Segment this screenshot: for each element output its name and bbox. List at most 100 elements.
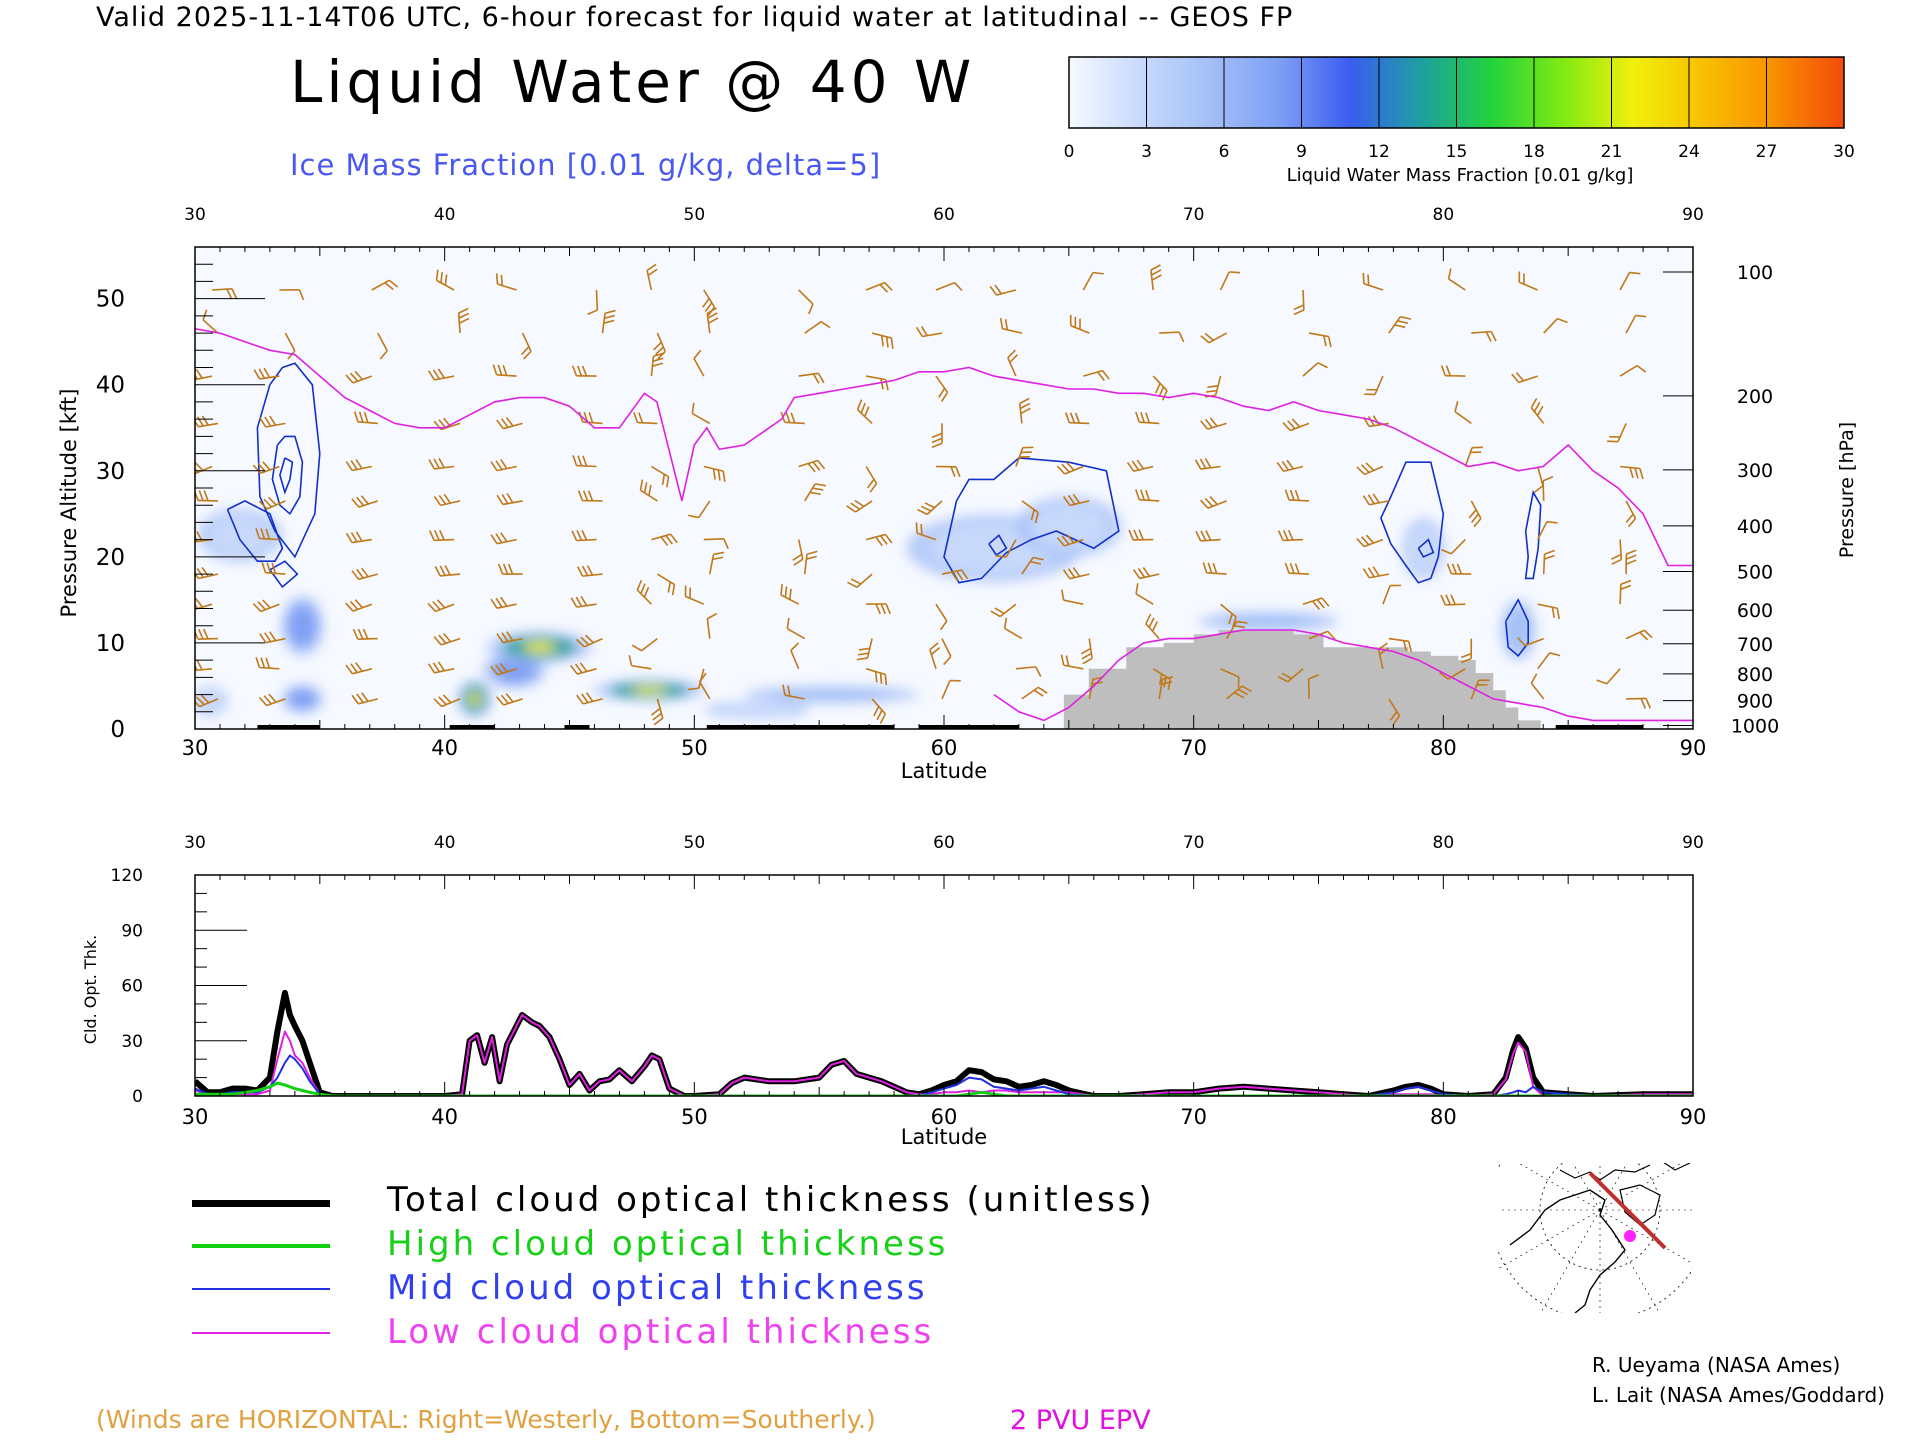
wind-barb [1537,603,1560,619]
terrain-mask [1063,630,1541,729]
colorbar-tick-label: 21 [1601,142,1623,162]
pressure-tick-label: 800 [1737,664,1773,686]
wind-barb [1219,271,1241,291]
wind-barb [1464,446,1483,467]
wind-barb [865,466,878,493]
wind-barb [497,563,523,575]
wind-barb [1362,566,1390,579]
colorbar-tick-label: 27 [1756,142,1778,162]
wind-barb [1542,475,1554,501]
wind-barb [435,269,455,291]
wind-barb [1610,539,1623,565]
map-meridian [1599,1163,1628,1211]
page-title: Liquid Water @ 40 W [290,48,976,116]
wind-barb [433,632,461,646]
y-tick-label: 120 [111,866,143,886]
wind-barb [1021,500,1039,524]
wind-barb [650,352,665,377]
wind-barb [989,284,1017,296]
plot-content [195,263,1693,729]
wind-barb [1132,566,1160,580]
ice-contour [1417,538,1435,558]
wind-barb [496,493,523,506]
x-tick-label: 80 [1430,736,1457,760]
wind-barb [1202,562,1227,575]
wind-barb [1195,530,1221,542]
colorbar-tick-label: 9 [1296,142,1307,162]
wind-barb [646,263,658,291]
map-coastline [1509,1189,1626,1313]
wind-barb [571,529,597,542]
ice-contour [1524,490,1542,580]
wind-barb [702,289,716,317]
wind-barb [1007,349,1018,377]
x-top-tick-label: 70 [1183,833,1205,853]
wind-barb [633,412,658,425]
wind-barb [1128,529,1154,541]
y-tick-label: 0 [132,1087,143,1107]
liquid-water-peak [522,642,557,653]
x-tick-label: 50 [681,1105,708,1129]
pvu-label: 2 PVU EPV [1010,1405,1151,1436]
map-meridian [1517,1163,1601,1211]
wind-barb [252,599,280,613]
map-coastline [1619,1184,1661,1226]
x-tick-label: 90 [1680,736,1707,760]
series-group [195,989,1693,1096]
wind-barb [1440,539,1466,555]
x-top-tick-label: 60 [933,205,955,225]
wind-barb [684,585,705,605]
wind-barb [1021,556,1044,575]
colorbar-tick-label: 15 [1446,142,1468,162]
pv-2pvu-line [195,328,1693,567]
map-meridian [1599,1163,1683,1211]
liquid-water-core [209,516,270,555]
x-tick-label: 60 [931,736,958,760]
wind-barb [1302,597,1330,610]
map-track [1588,1171,1667,1250]
legend-label-total: Total cloud optical thickness (unitless) [387,1180,1155,1220]
wind-barb [1468,500,1482,528]
pressure-tick-label: 500 [1737,561,1773,583]
wind-barb [995,539,1017,558]
wind-barb [656,573,676,596]
liquid-water-core [287,604,318,648]
wind-barb [651,533,678,546]
legend-swatch-high [192,1244,330,1248]
wind-barb [258,693,286,707]
wind-barb [1225,620,1248,640]
wind-barb [195,628,219,640]
wind-barbs [195,263,1653,726]
wind-barb [639,479,658,502]
wind-barb [1015,446,1034,467]
colorbar-title: Liquid Water Mass Fraction [0.01 g/kg] [1286,165,1634,186]
wind-barb [847,573,873,588]
series-line-mid [195,1054,1693,1096]
wind-barb [1277,668,1304,683]
liquid-water-cross-section: 30 30 40 40 50 50 60 60 70 70 80 80 90 90 Latitude 0 10 2… [57,205,1858,783]
x-top-tick-label: 80 [1433,833,1455,853]
wind-barb [571,365,597,377]
y-tick-label: 90 [121,921,143,941]
x-tick-label: 40 [431,1105,458,1129]
liquid-water-core [1408,526,1439,570]
y-axis-label: Cld. Opt. Thk. [81,935,100,1044]
x-top-tick-label: 30 [184,833,206,853]
x-tick-label: 60 [931,1105,958,1129]
wind-barb [782,684,805,700]
colorbar-tick-label: 30 [1833,142,1855,162]
wind-barb [345,599,373,612]
wind-barb [1533,466,1544,493]
colorbar-tick-label: 0 [1064,142,1075,162]
wind-barb [1625,500,1637,528]
wind-barb [433,493,461,507]
wind-barb [353,411,378,425]
wind-barb [1382,584,1401,605]
wind-barb [709,551,725,575]
wind-barb [1135,411,1160,425]
x-tick-label: 40 [431,736,458,760]
pressure-tick-label: 1000 [1731,716,1779,738]
wind-barb [284,332,296,360]
wind-barb [1446,563,1472,575]
wind-barb [1145,613,1160,640]
